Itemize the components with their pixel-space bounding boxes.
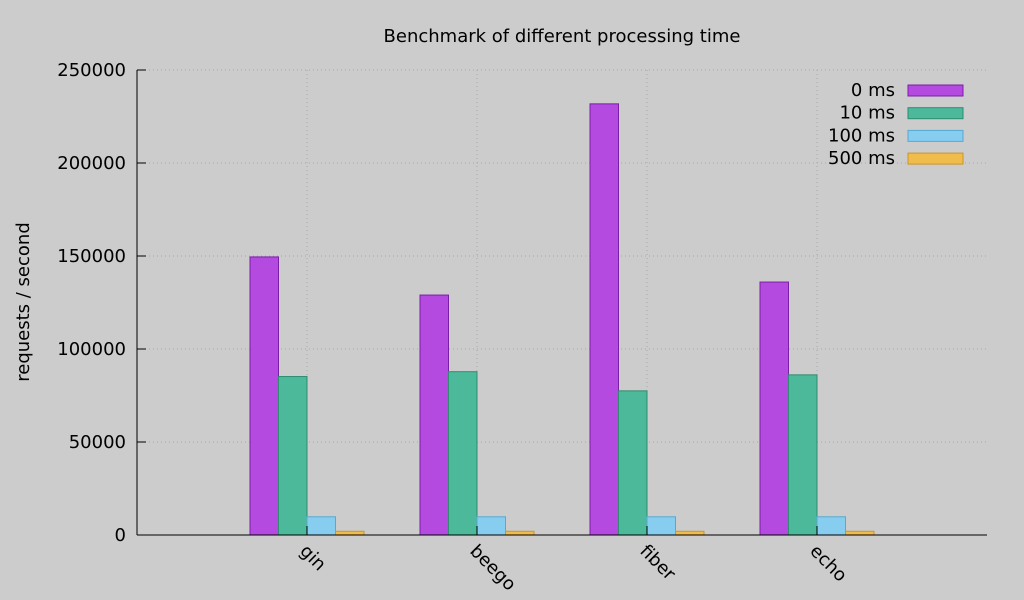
bars <box>249 103 875 536</box>
x-tick-label: fiber <box>635 541 679 585</box>
bar <box>448 371 478 536</box>
y-tick-label: 0 <box>115 525 126 546</box>
chart-title: Benchmark of different processing time <box>384 26 741 47</box>
legend-label: 10 ms <box>839 103 895 124</box>
bar <box>675 530 705 536</box>
bar <box>759 281 789 536</box>
bar <box>306 516 336 536</box>
bar <box>505 530 535 536</box>
bar <box>788 374 818 536</box>
bar <box>646 516 676 536</box>
bar <box>589 103 619 536</box>
y-tick-label: 150000 <box>57 246 126 267</box>
legend-label: 500 ms <box>828 148 895 169</box>
legend-swatch <box>907 152 964 165</box>
y-tick-label: 200000 <box>57 153 126 174</box>
bar <box>335 530 365 536</box>
bar <box>476 516 506 536</box>
legend-swatch <box>907 129 964 142</box>
bar <box>618 390 648 536</box>
y-axis-label: requests / second <box>13 222 34 382</box>
y-tick-label: 50000 <box>69 432 126 453</box>
x-tick-label: echo <box>805 541 851 587</box>
x-tick-label: gin <box>295 541 330 576</box>
legend-swatch <box>907 84 964 97</box>
y-tick-label: 250000 <box>57 60 126 81</box>
grid-lines <box>137 69 987 535</box>
y-tick-label: 100000 <box>57 339 126 360</box>
legend-swatch <box>907 107 964 120</box>
axes <box>136 69 987 536</box>
legend-label: 100 ms <box>828 125 895 146</box>
bar <box>249 256 279 536</box>
bar <box>278 376 308 536</box>
bar <box>845 530 875 536</box>
x-tick-label: beego <box>465 541 519 595</box>
legend-label: 0 ms <box>851 80 895 101</box>
bar <box>816 516 846 536</box>
bar <box>419 294 449 536</box>
